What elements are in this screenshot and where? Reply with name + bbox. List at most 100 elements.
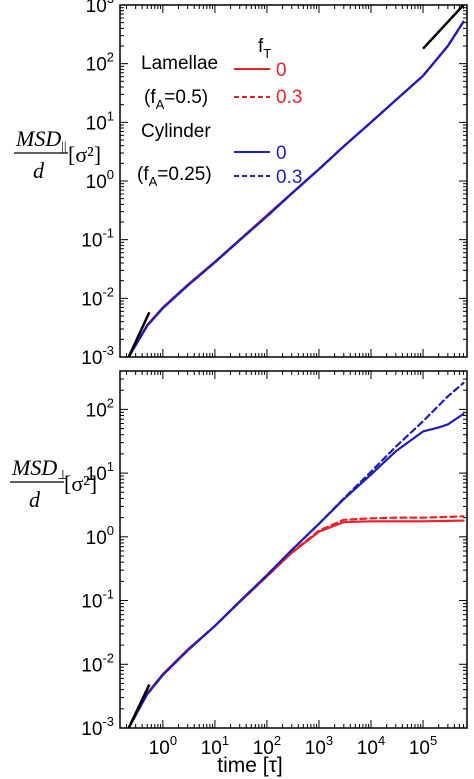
x-tick-exp: 0 [170, 733, 177, 748]
y-tick-exp: -2 [102, 284, 114, 299]
legend: fT Lamellae (fA=0.5) 0 0.3 Cylinder (fA=… [137, 36, 302, 189]
y-tick-label: 10-2 [81, 284, 114, 310]
x-axis-label: time [τ] [217, 754, 282, 777]
y-tick-base: 10 [81, 592, 102, 613]
x-tick-label: 101 [201, 733, 229, 759]
legend-group-lamellae-param-post: =0.5) [164, 87, 208, 108]
x-tick-base: 10 [409, 738, 430, 759]
legend-group-lamellae-param-sub: A [156, 97, 165, 112]
x-tick-exp: 2 [274, 733, 281, 748]
x-tick-label: 102 [253, 733, 281, 759]
series-cylinder-ft-0.3 [127, 20, 465, 357]
legend-label-cylinder-0.3: 0.3 [276, 167, 302, 188]
x-tick-label: 105 [409, 733, 437, 759]
series-cylinder-ft-0 [127, 412, 465, 728]
x-tick-exp: 4 [378, 733, 385, 748]
y-tick-base: 10 [81, 719, 102, 740]
y-tick-exp: -3 [102, 343, 114, 358]
y-tick-base: 10 [86, 0, 107, 17]
legend-label-lamellae-0.3: 0.3 [276, 87, 302, 108]
x-tick-exp: 3 [326, 733, 333, 748]
top-ylabel-unit: [σ²] [68, 142, 101, 167]
legend-group-lamellae-param-pre: (f [144, 87, 156, 108]
y-tick-exp: 0 [107, 523, 114, 538]
legend-label-lamellae-0: 0 [276, 60, 287, 81]
bottom-y-axis-label: MSD⊥ d [σ²] [10, 455, 97, 512]
y-tick-label: 102 [86, 50, 114, 76]
x-tick-label: 104 [357, 733, 385, 759]
legend-group-cylinder-param-sub: A [149, 174, 158, 189]
bottom-ylabel-sub: ⊥ [57, 467, 68, 482]
top-ylabel-sub: || [61, 138, 66, 153]
svg-text:(fA=0.25): (fA=0.25) [137, 164, 212, 189]
y-tick-exp: 2 [107, 395, 114, 410]
bottom-panel-series [127, 381, 465, 728]
y-tick-label: 10-3 [81, 714, 114, 740]
y-tick-exp: -3 [102, 714, 114, 729]
series-lamellae-ft-0 [127, 519, 465, 728]
bottom-panel-x-tick-labels: 100 101 102 103 104 105 [149, 733, 438, 759]
y-tick-label: 101 [86, 459, 114, 485]
y-tick-label: 101 [86, 108, 114, 134]
reference-slope-line [127, 311, 151, 357]
bottom-panel-ticks [120, 370, 468, 729]
legend-label-cylinder-0: 0 [276, 143, 287, 164]
y-tick-exp: 1 [107, 108, 114, 123]
y-tick-base: 10 [86, 55, 107, 76]
x-tick-exp: 5 [430, 733, 437, 748]
series-cylinder-ft-0.3 [127, 381, 465, 728]
legend-header-sub: T [263, 46, 271, 61]
y-tick-base: 10 [86, 528, 107, 549]
legend-header: f [258, 36, 264, 57]
y-tick-base: 10 [81, 289, 102, 310]
y-tick-exp: 2 [107, 50, 114, 65]
y-tick-exp: 3 [107, 0, 114, 6]
bottom-ylabel-unit: [σ²] [64, 471, 97, 496]
reference-slope-line [127, 684, 151, 728]
legend-group-cylinder-name: Cylinder [141, 121, 211, 142]
top-ylabel-den: d [33, 158, 45, 183]
y-tick-base: 10 [86, 172, 107, 193]
x-tick-base: 10 [149, 738, 170, 759]
top-ylabel-main: MSD [15, 126, 61, 151]
legend-group-cylinder-param-post: =0.25) [157, 164, 211, 185]
y-tick-exp: 1 [107, 459, 114, 474]
y-tick-base: 10 [81, 655, 102, 676]
y-tick-exp: -1 [102, 226, 114, 241]
y-tick-label: 10-1 [81, 587, 114, 613]
y-tick-exp: 0 [107, 167, 114, 182]
top-panel-y-tick-labels: 10-310-210-1100101102103 [81, 0, 114, 369]
y-tick-label: 103 [86, 0, 114, 17]
svg-text:MSD||: MSD|| [15, 126, 66, 153]
y-tick-label: 10-3 [81, 343, 114, 369]
x-tick-base: 10 [201, 738, 222, 759]
y-tick-base: 10 [86, 113, 107, 134]
bottom-panel-frame [119, 370, 468, 729]
bottom-ylabel-main: MSD [11, 455, 57, 480]
y-tick-base: 10 [86, 464, 107, 485]
y-tick-base: 10 [81, 348, 102, 369]
reference-slope-line [422, 5, 465, 50]
y-tick-exp: -1 [102, 587, 114, 602]
y-tick-label: 102 [86, 395, 114, 421]
series-lamellae-ft-0.3 [127, 515, 465, 728]
svg-text:fT: fT [258, 36, 271, 61]
legend-group-lamellae-name: Lamellae [141, 53, 218, 74]
x-tick-base: 10 [253, 738, 274, 759]
x-tick-label: 100 [149, 733, 177, 759]
y-tick-exp: -2 [102, 650, 114, 665]
y-tick-label: 10-1 [81, 226, 114, 252]
y-tick-base: 10 [81, 231, 102, 252]
bottom-ylabel-den: d [29, 487, 41, 512]
top-y-axis-label: MSD|| d [σ²] [14, 126, 101, 183]
y-tick-label: 10-2 [81, 650, 114, 676]
top-panel-ticks [120, 4, 468, 358]
legend-group-cylinder-param-pre: (f [137, 164, 149, 185]
y-tick-label: 100 [86, 523, 114, 549]
top-panel-series [127, 5, 465, 357]
x-tick-base: 10 [305, 738, 326, 759]
y-tick-base: 10 [86, 400, 107, 421]
x-tick-base: 10 [357, 738, 378, 759]
